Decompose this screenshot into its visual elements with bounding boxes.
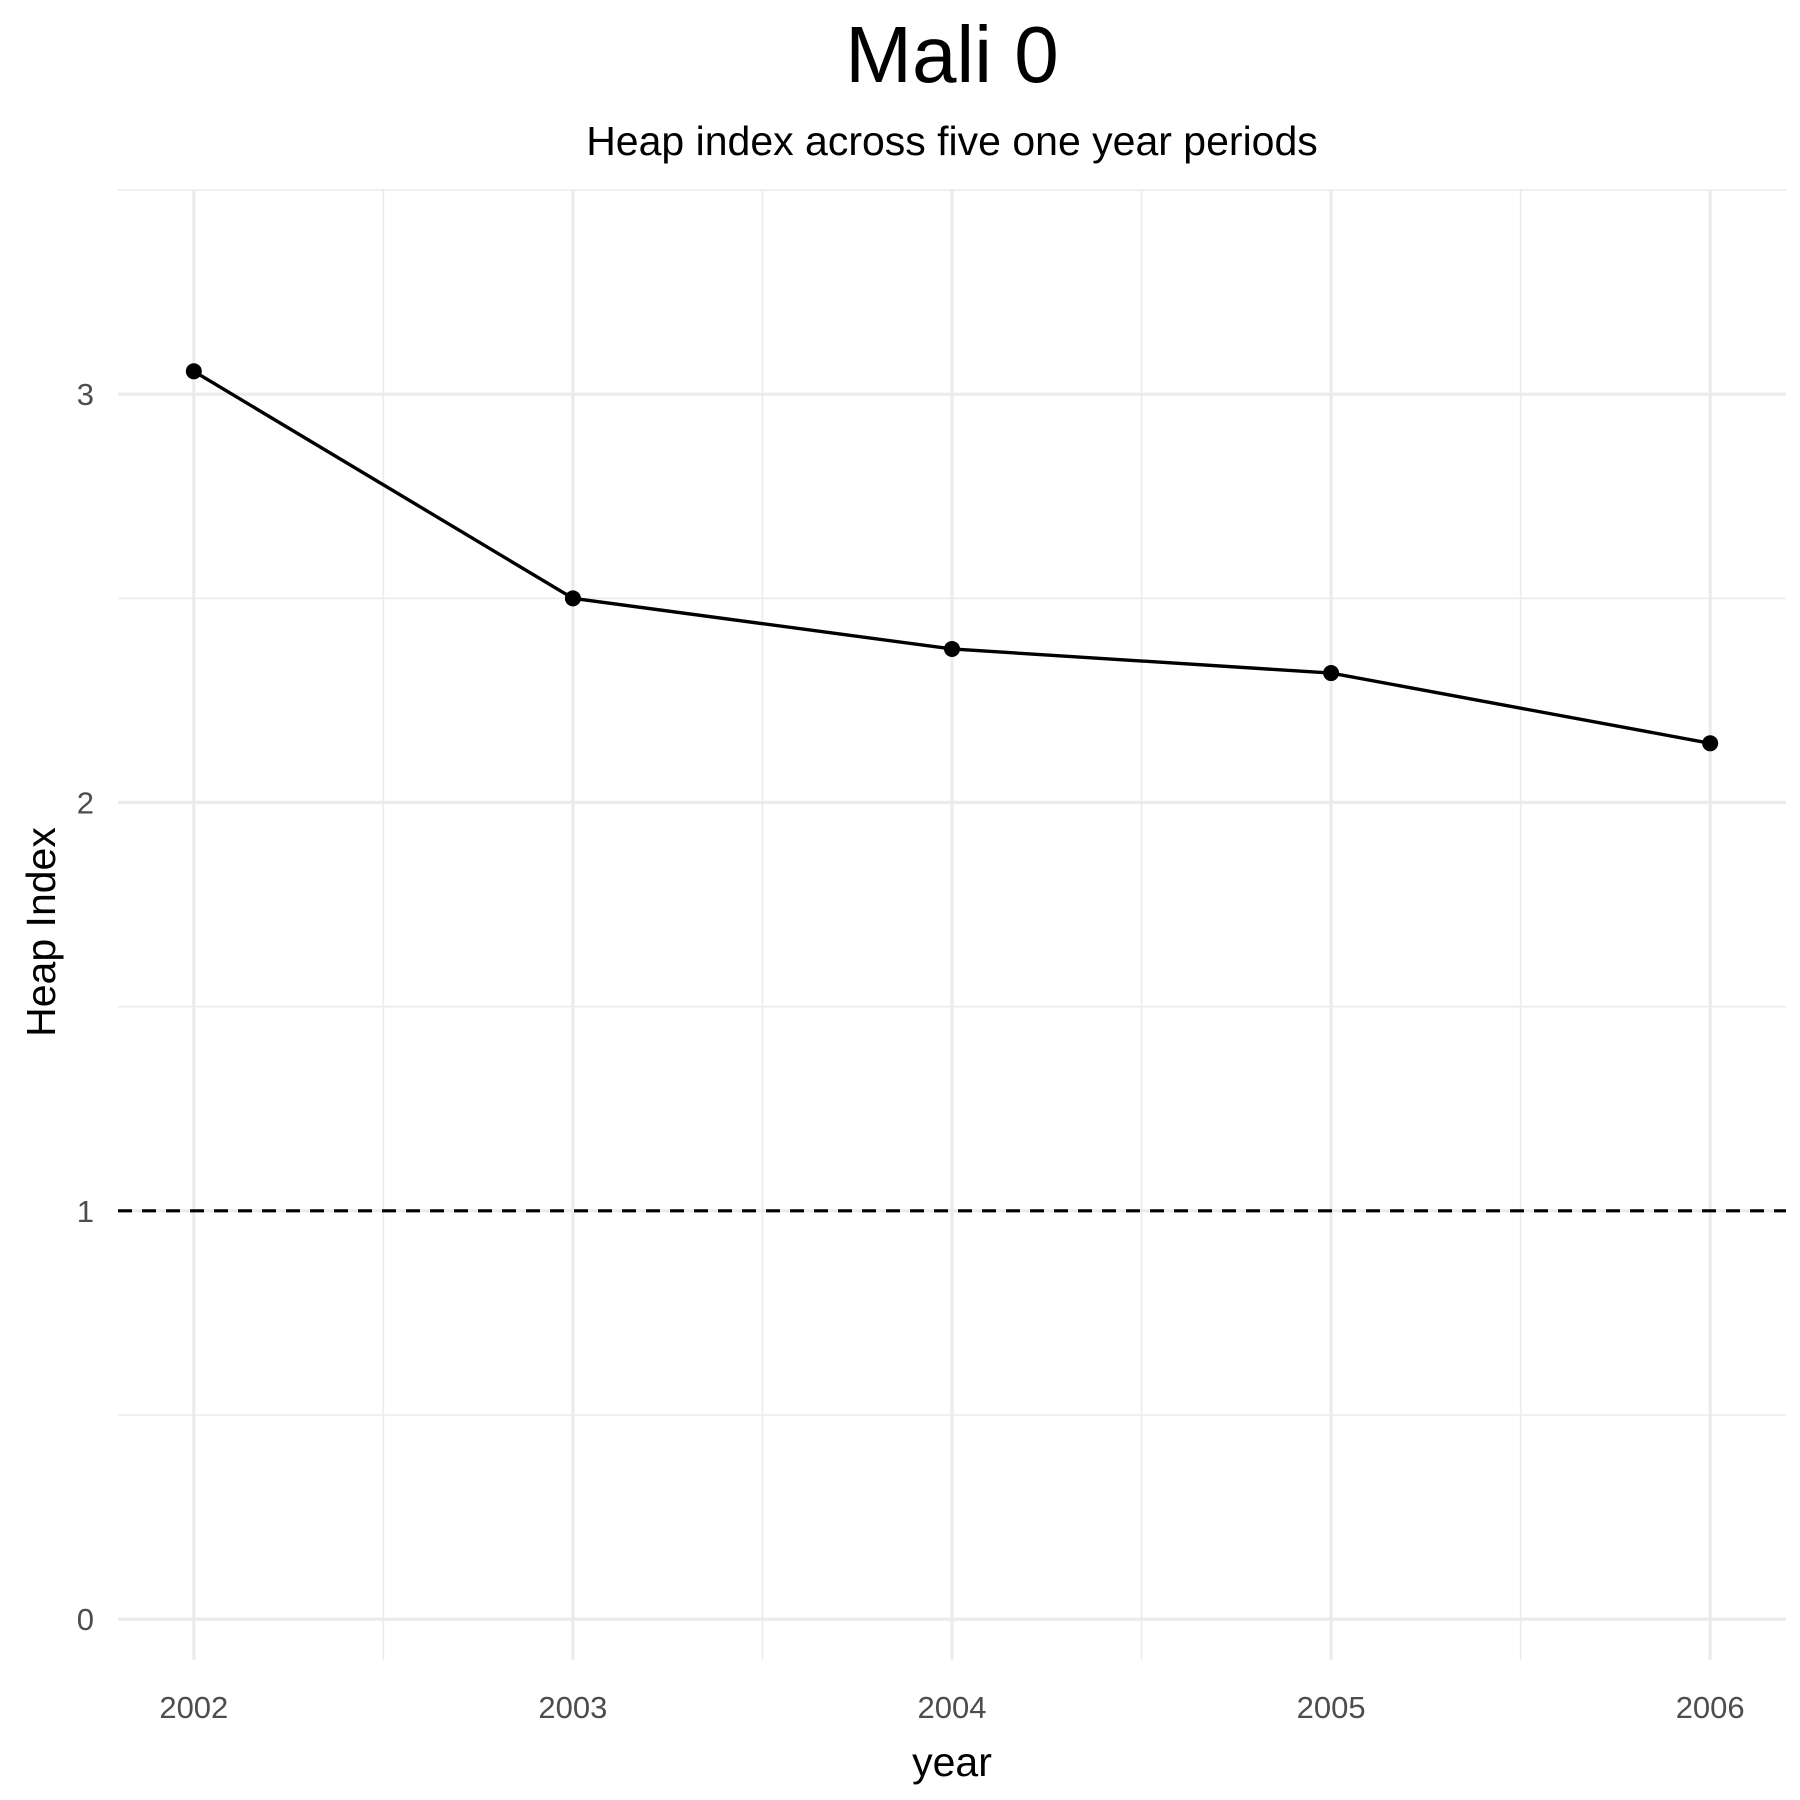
data-point <box>185 363 202 380</box>
major-gridlines <box>118 190 1786 1660</box>
y-tick-label: 0 <box>77 1602 94 1637</box>
y-tick-labels: 0 1 2 3 <box>77 377 94 1637</box>
data-point <box>944 640 960 657</box>
data-point <box>564 590 581 607</box>
y-axis-title: Heap Index <box>18 827 64 1037</box>
x-tick-label: 2002 <box>159 1690 228 1725</box>
chart-title: Mali 0 <box>845 10 1058 99</box>
x-tick-label: 2003 <box>538 1690 607 1725</box>
x-tick-label: 2006 <box>1676 1690 1745 1725</box>
data-point <box>1323 665 1340 682</box>
chart-subtitle: Heap index across five one year periods <box>586 118 1318 164</box>
x-axis-title: year <box>912 1739 992 1785</box>
data-point <box>1702 735 1719 752</box>
x-tick-labels: 2002 2003 2004 2005 2006 <box>159 1690 1744 1725</box>
x-tick-label: 2005 <box>1297 1690 1366 1725</box>
y-tick-label: 2 <box>77 786 94 821</box>
x-tick-label: 2004 <box>918 1690 987 1725</box>
y-tick-label: 1 <box>77 1194 94 1229</box>
y-tick-label: 3 <box>77 377 94 412</box>
series-layer <box>185 363 1719 752</box>
